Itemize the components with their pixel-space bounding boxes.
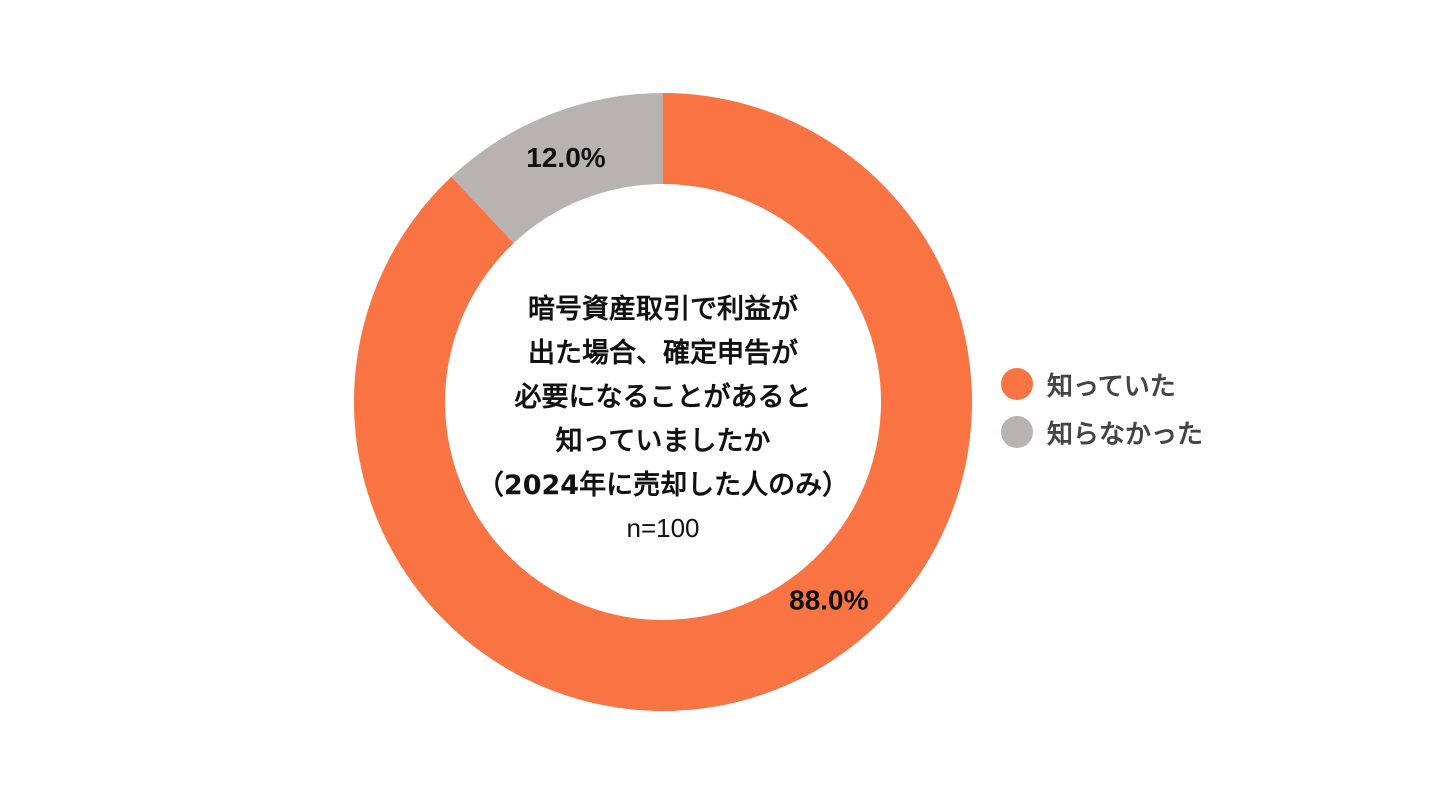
chart-title-line-2: 出た場合、確定申告が (528, 337, 798, 369)
chart-title-line-1: 暗号資産取引で利益が (528, 293, 798, 325)
value-label-unknown: 12.0% (526, 142, 605, 173)
sample-size-label: n=100 (626, 513, 699, 543)
slices-layer (353, 93, 973, 711)
legend-swatch-known (1001, 368, 1033, 400)
legend-item-unknown: 知らなかった (1001, 408, 1261, 456)
legend-label-unknown: 知らなかった (1047, 419, 1204, 450)
chart-title-line-3: 必要になることがあると (515, 381, 812, 413)
donut-slice-known (353, 93, 973, 711)
value-labels-layer: 88.0% 12.0% (526, 142, 868, 616)
legend: 知っていた 知らなかった (1001, 360, 1261, 456)
legend-swatch-unknown (1001, 416, 1033, 448)
chart-title-line-4: 知っていましたか (556, 426, 771, 457)
donut-slice-unknown (451, 93, 663, 244)
center-text: 暗号資産取引で利益が 出た場合、確定申告が 必要になることがあると 知っていまし… (477, 293, 849, 543)
legend-item-known: 知っていた (1001, 360, 1261, 408)
legend-label-known: 知っていた (1047, 371, 1176, 402)
chart-title-line-5: （2024年に売却した人のみ） (477, 469, 849, 501)
value-label-known: 88.0% (789, 585, 868, 616)
